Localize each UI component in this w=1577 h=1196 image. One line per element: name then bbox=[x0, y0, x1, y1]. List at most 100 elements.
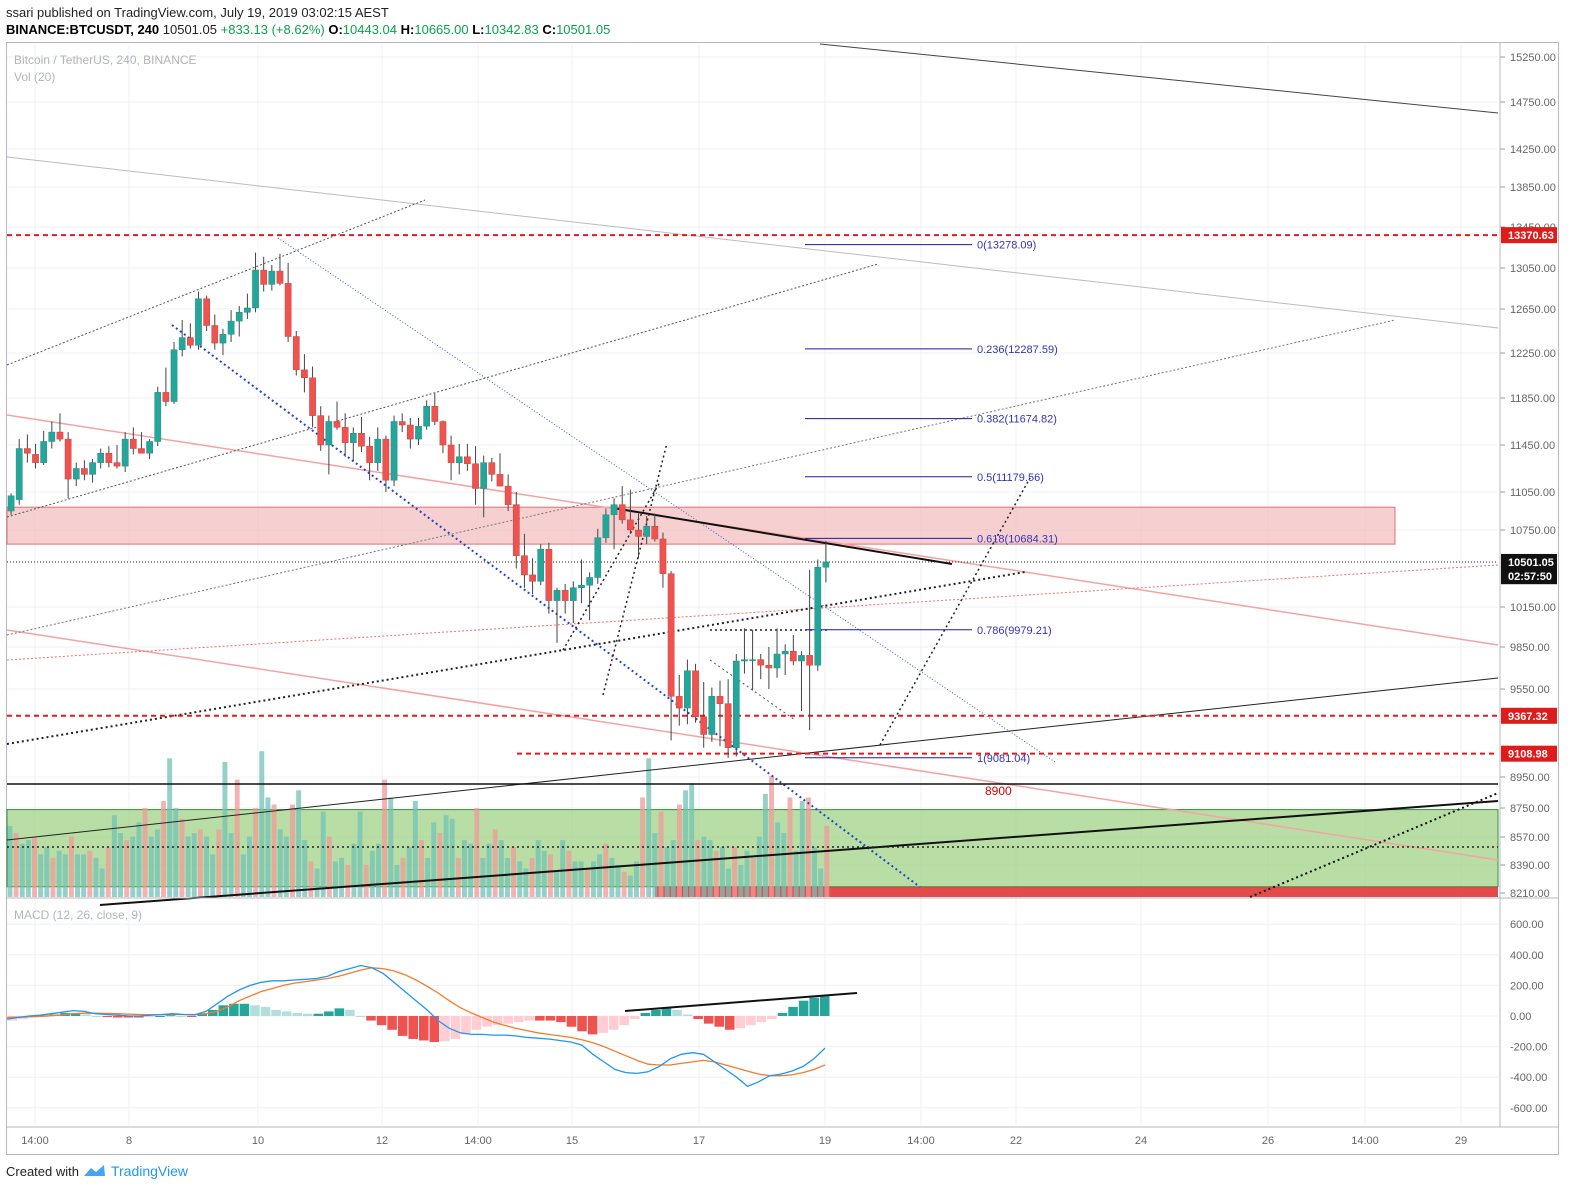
volume-bar bbox=[320, 811, 326, 897]
candle-body bbox=[627, 519, 634, 531]
volume-bar bbox=[167, 758, 173, 897]
volume-bar bbox=[511, 847, 517, 897]
macd-hist-bar bbox=[229, 1003, 239, 1016]
volume-bar bbox=[19, 843, 25, 897]
candle-body bbox=[553, 590, 561, 601]
candle-body bbox=[162, 392, 170, 402]
candle-body bbox=[244, 307, 251, 313]
macd-hist-bar bbox=[471, 1016, 482, 1030]
volume-bar bbox=[124, 840, 130, 897]
price-tick-label: 11850.00 bbox=[1510, 393, 1555, 405]
footer: Created with TradingView bbox=[6, 1163, 188, 1179]
macd-hist-bar bbox=[630, 1016, 640, 1020]
macd-hist-bar bbox=[397, 1016, 408, 1036]
macd-hist-bar bbox=[556, 1016, 566, 1023]
fib-level-label: 1(9081.04) bbox=[977, 753, 1030, 765]
candle-body bbox=[504, 485, 512, 505]
trendline bbox=[819, 43, 1499, 114]
volume-bar bbox=[412, 801, 418, 897]
macd-hist-bar bbox=[724, 1016, 735, 1030]
price-label-box bbox=[1501, 553, 1557, 570]
time-tick-label: 29 bbox=[1455, 1135, 1467, 1147]
price-tick-label: 15250.00 bbox=[1510, 52, 1556, 64]
macd-hist-bar bbox=[313, 1013, 324, 1016]
candle-body bbox=[170, 349, 178, 402]
macd-tick-label: 600.00 bbox=[1510, 919, 1544, 931]
macd-signal-line bbox=[6, 967, 826, 1077]
candle-body bbox=[529, 574, 536, 582]
volume-bar bbox=[658, 811, 664, 897]
candle-body bbox=[40, 441, 48, 463]
macd-hist-bar bbox=[144, 1016, 155, 1017]
high-value: 10665.00 bbox=[414, 22, 469, 37]
candle-body bbox=[349, 433, 357, 443]
candle-body bbox=[741, 659, 748, 662]
volume-bar bbox=[363, 865, 369, 897]
candle-body bbox=[333, 421, 341, 428]
candle-body bbox=[358, 433, 365, 447]
macd-hist-bar bbox=[155, 1016, 165, 1017]
volume-bar bbox=[142, 808, 148, 897]
volume-bar bbox=[461, 840, 467, 897]
candle-body bbox=[284, 283, 292, 337]
fibonacci-retracement[interactable]: 0(13278.09) 0.236(12287.59) 0.382(11674.82… bbox=[805, 240, 1058, 765]
candle-body bbox=[708, 696, 716, 735]
macd-hist-bar bbox=[482, 1016, 492, 1027]
candle-body bbox=[146, 441, 153, 454]
volume-bar bbox=[118, 833, 123, 897]
candle-body bbox=[512, 504, 520, 556]
horizontal-levels: 8900 bbox=[7, 234, 1498, 798]
volume-bar bbox=[738, 865, 744, 897]
tradingview-brand[interactable]: TradingView bbox=[110, 1163, 189, 1179]
macd-hist-bar bbox=[461, 1016, 471, 1035]
volume-bar bbox=[486, 843, 492, 897]
volume-bar bbox=[695, 840, 701, 897]
trendline-drawings bbox=[6, 43, 1499, 906]
macd-hist-bar bbox=[81, 1014, 91, 1016]
volume-bar bbox=[627, 875, 633, 897]
candlesticks[interactable] bbox=[7, 252, 830, 758]
macd-tick-label: 200.00 bbox=[1510, 980, 1544, 992]
candle-body bbox=[219, 334, 227, 344]
volume-bar bbox=[326, 836, 332, 897]
volume-bar bbox=[222, 761, 228, 897]
candle-body bbox=[7, 495, 15, 512]
time-tick-label: 19 bbox=[819, 1135, 831, 1147]
candle-body bbox=[97, 452, 105, 463]
macd-pane[interactable]: 600.00 400.00 200.00 0.00 -200.00 -400.00 -600… bbox=[6, 919, 1547, 1115]
trendline bbox=[612, 507, 953, 565]
volume-bar bbox=[290, 804, 295, 897]
candle-body bbox=[569, 587, 577, 601]
candle-body bbox=[154, 392, 162, 442]
candle-body bbox=[260, 269, 268, 285]
volume-bar bbox=[750, 857, 756, 897]
volume-bar bbox=[68, 836, 74, 897]
candle-body bbox=[276, 270, 284, 284]
time-tick-label: 17 bbox=[693, 1135, 705, 1147]
macd-hist-bar bbox=[524, 1016, 535, 1021]
volume-bar bbox=[75, 854, 81, 897]
volume-bar bbox=[228, 833, 234, 897]
price-tick-label: 12250.00 bbox=[1510, 348, 1556, 360]
symbol-label[interactable]: BINANCE:BTCUSDT, 240 bbox=[6, 22, 160, 37]
created-with-text: Created with bbox=[6, 1163, 79, 1179]
macd-hist-bar bbox=[250, 1005, 260, 1016]
candle-body bbox=[121, 438, 129, 467]
volume-bar bbox=[62, 854, 68, 897]
macd-tick-label: -600.00 bbox=[1510, 1103, 1547, 1115]
candle-body bbox=[129, 438, 137, 449]
volume-bar bbox=[554, 872, 560, 897]
candle-body bbox=[496, 474, 504, 487]
macd-hist-bar bbox=[545, 1016, 556, 1021]
price-label-box bbox=[1501, 568, 1557, 585]
candle-body bbox=[635, 529, 642, 537]
macd-hist-bar bbox=[661, 1008, 672, 1016]
time-axis[interactable]: 14:00 8 10 12 14:00 15 17 19 14:00 22 24 26 14:00 29 bbox=[21, 1135, 1467, 1147]
macd-hist-bar bbox=[819, 996, 830, 1016]
candle-body bbox=[178, 337, 186, 350]
volume-bar bbox=[345, 865, 351, 897]
candle-body bbox=[773, 653, 781, 669]
price-axis[interactable]: 15250.0014750.0014250.0013850.0013450.00… bbox=[7, 42, 1558, 1128]
fib-level-label: 0.618(10684.31) bbox=[977, 533, 1058, 545]
